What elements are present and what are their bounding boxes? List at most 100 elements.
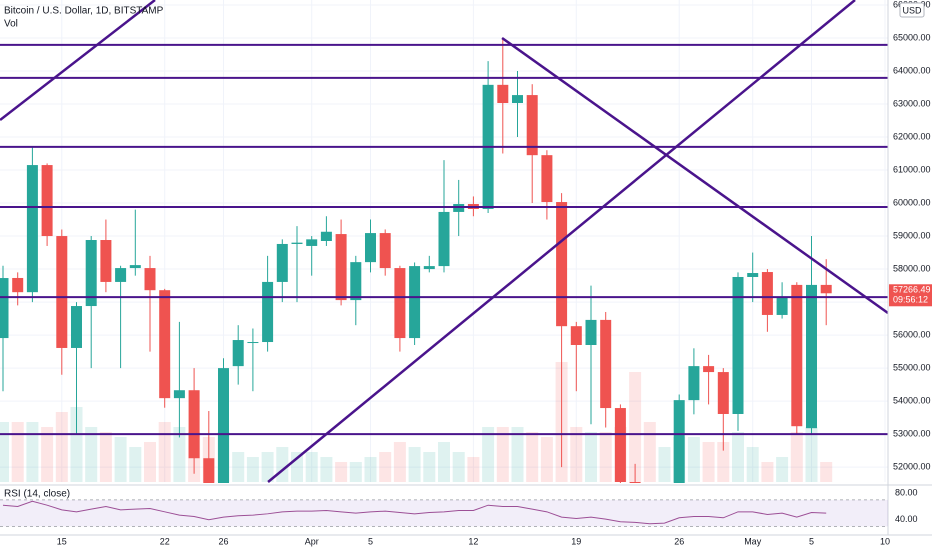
candle-body bbox=[732, 276, 744, 414]
candle-body bbox=[629, 482, 641, 483]
y-tick-label: 58000.00 bbox=[893, 263, 931, 273]
candle-body bbox=[717, 372, 729, 414]
volume-bar bbox=[26, 422, 39, 482]
candle-body bbox=[394, 268, 406, 339]
volume-bar bbox=[232, 452, 245, 482]
candle-body bbox=[791, 284, 803, 427]
candle-body bbox=[379, 233, 391, 269]
volume-bar bbox=[658, 447, 671, 482]
y-tick-label: 65000.00 bbox=[893, 32, 931, 42]
y-tick-label: 53000.00 bbox=[893, 429, 931, 439]
volume-bar bbox=[746, 447, 759, 482]
y-tick-label: 55000.00 bbox=[893, 362, 931, 372]
chart-title: Bitcoin / U.S. Dollar, 1D, BITSTAMP bbox=[4, 6, 164, 17]
candle-body bbox=[541, 155, 553, 203]
volume-bar bbox=[0, 422, 9, 482]
y-tick-label: 54000.00 bbox=[893, 395, 931, 405]
volume-bar bbox=[291, 452, 303, 482]
y-tick-label: 64000.00 bbox=[893, 65, 931, 75]
trend-line bbox=[501, 36, 888, 314]
candle-body bbox=[12, 277, 24, 293]
volume-bar bbox=[511, 427, 524, 482]
rsi-title: RSI (14, close) bbox=[4, 489, 70, 500]
candle-body bbox=[497, 84, 509, 104]
y-tick-label: 59000.00 bbox=[893, 230, 931, 240]
volume-bar bbox=[11, 422, 24, 482]
price-pane bbox=[0, 0, 888, 483]
candle-body bbox=[56, 236, 68, 348]
x-tick-label: 19 bbox=[571, 536, 581, 546]
volume-bar bbox=[496, 427, 509, 482]
rsi-band bbox=[0, 499, 888, 527]
x-tick-label: 26 bbox=[218, 536, 228, 546]
candle-body bbox=[115, 268, 127, 282]
volume-bar bbox=[585, 432, 597, 482]
candle-body bbox=[423, 266, 435, 270]
volume-bar bbox=[805, 427, 818, 482]
volume-bar bbox=[599, 432, 612, 482]
candle-body bbox=[556, 202, 568, 327]
volume-bar bbox=[99, 432, 112, 482]
volume-bar bbox=[85, 427, 98, 482]
candle-body bbox=[26, 165, 38, 293]
volume-bar bbox=[393, 442, 406, 482]
volume-bar bbox=[717, 442, 730, 482]
volume-bar bbox=[540, 437, 553, 482]
rsi-tick-label: 80.00 bbox=[895, 488, 918, 498]
candle-body bbox=[350, 262, 362, 301]
volume-bar bbox=[70, 407, 83, 482]
x-tick-label: 26 bbox=[674, 536, 684, 546]
volume-bar bbox=[629, 372, 642, 482]
volume-bar bbox=[55, 412, 68, 482]
y-tick-label: 56000.00 bbox=[893, 329, 931, 339]
last-price-badge bbox=[889, 284, 932, 307]
candle-body bbox=[585, 319, 597, 345]
candle-body bbox=[806, 284, 817, 429]
candle-body bbox=[188, 390, 200, 459]
volume-bar bbox=[379, 452, 392, 482]
volume-bar bbox=[702, 442, 715, 482]
x-tick-label: Apr bbox=[305, 536, 319, 546]
y-tick-label: 63000.00 bbox=[893, 98, 931, 108]
x-tick-label: 22 bbox=[160, 536, 170, 546]
volume-bar bbox=[526, 432, 539, 482]
rsi-line bbox=[2, 500, 827, 525]
candle-body bbox=[335, 234, 347, 301]
candle-body bbox=[85, 240, 97, 307]
candle-body bbox=[218, 368, 229, 483]
candle-body bbox=[673, 400, 685, 483]
volume-bar bbox=[158, 422, 171, 482]
volume-label: Vol bbox=[4, 19, 18, 30]
volume-bar bbox=[276, 447, 289, 482]
y-tick-label: 61000.00 bbox=[893, 164, 931, 174]
volume-bar bbox=[246, 457, 259, 482]
volume-bar bbox=[732, 432, 744, 482]
volume-bar bbox=[687, 437, 700, 482]
candle-body bbox=[41, 165, 53, 237]
volume-bar bbox=[364, 457, 377, 482]
volume-bar bbox=[335, 462, 348, 482]
candle-body bbox=[614, 408, 626, 482]
candle-body bbox=[0, 278, 9, 339]
candle-body bbox=[100, 240, 112, 282]
volume-bar bbox=[261, 452, 274, 482]
candle-body bbox=[262, 281, 274, 343]
volume-bar bbox=[305, 452, 318, 482]
x-tick-label: 15 bbox=[57, 536, 67, 546]
volume-bar bbox=[408, 447, 421, 482]
y-tick-label: 52000.00 bbox=[893, 462, 931, 472]
candle-body bbox=[173, 390, 185, 399]
volume-bar bbox=[349, 462, 362, 482]
countdown: 09:56:12 bbox=[893, 295, 928, 305]
candle-body bbox=[232, 340, 244, 367]
candle-body bbox=[129, 265, 141, 269]
x-tick-label: 5 bbox=[809, 536, 814, 546]
volume-bar bbox=[320, 457, 333, 482]
candle-body bbox=[409, 266, 421, 339]
volume-bar bbox=[820, 462, 833, 482]
candle-body bbox=[144, 268, 156, 291]
x-tick-label: 10 bbox=[880, 536, 890, 546]
candle-body bbox=[526, 95, 538, 156]
